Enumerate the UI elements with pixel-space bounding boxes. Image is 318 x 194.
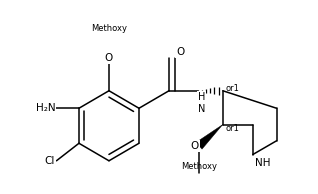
Text: H₂N: H₂N: [36, 103, 55, 113]
Text: Methoxy: Methoxy: [91, 24, 127, 33]
Polygon shape: [196, 125, 223, 149]
Text: Methoxy: Methoxy: [181, 162, 217, 171]
Text: or1: or1: [225, 124, 239, 133]
Text: O: O: [176, 47, 185, 57]
Text: Cl: Cl: [45, 156, 55, 166]
Text: O: O: [191, 141, 199, 151]
Text: H
N: H N: [198, 92, 205, 114]
Text: NH: NH: [254, 158, 270, 168]
Text: or1: or1: [225, 84, 239, 93]
Text: O: O: [105, 53, 113, 63]
